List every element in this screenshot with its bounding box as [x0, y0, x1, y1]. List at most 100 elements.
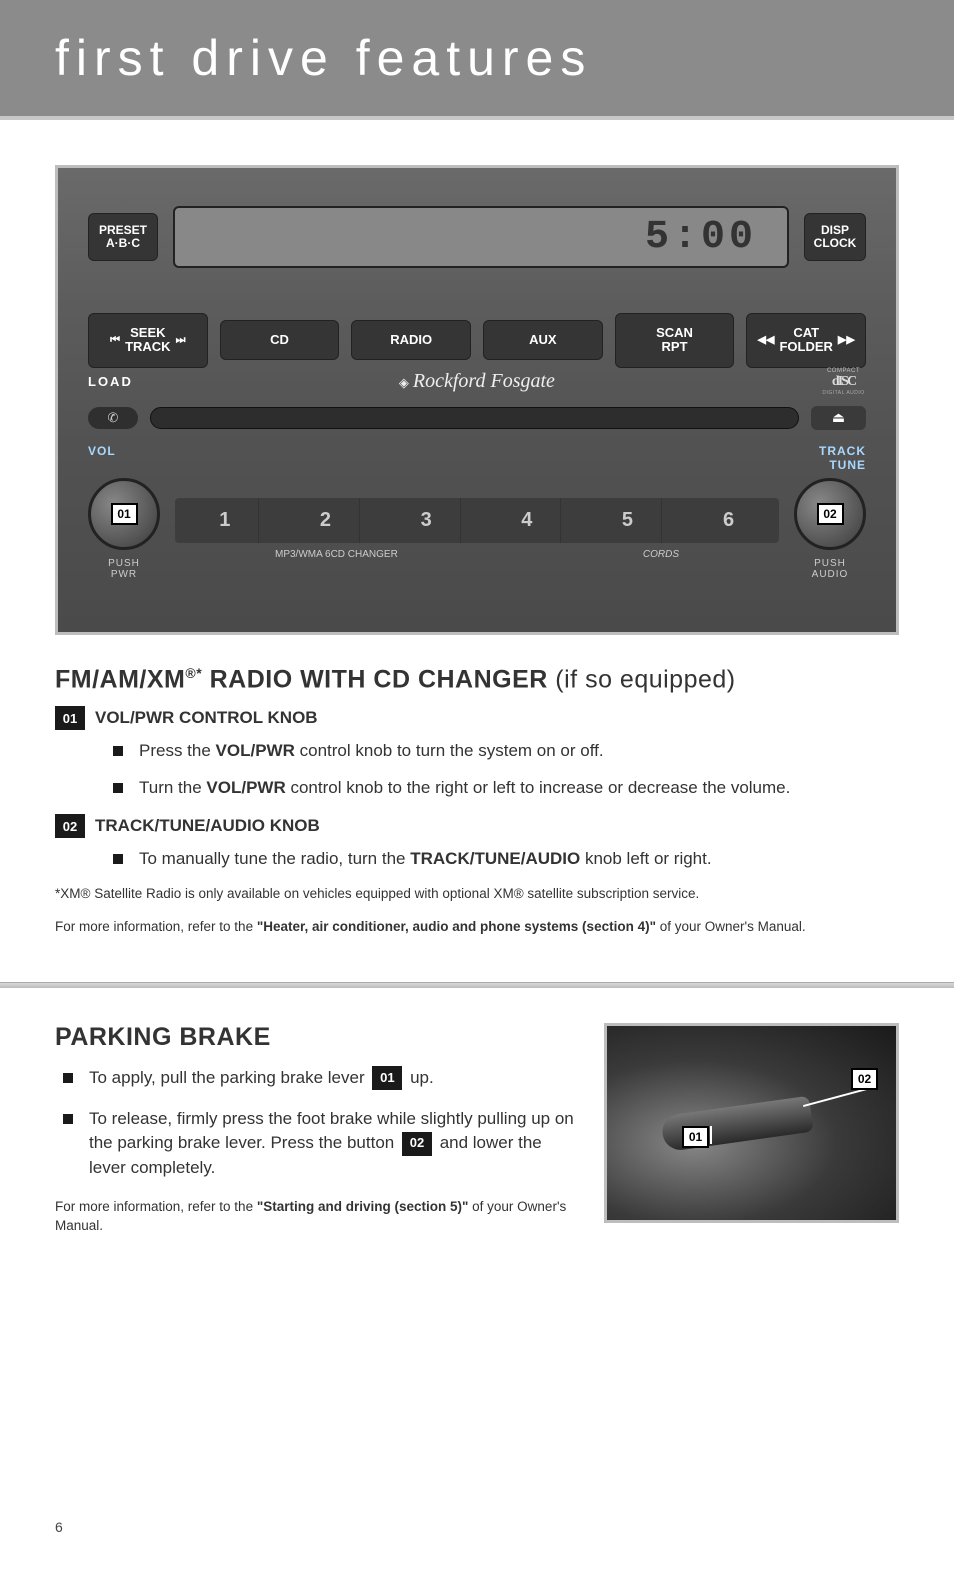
s2infobold: "Starting and driving (section 5)" [257, 1199, 469, 1214]
track-tune-list: To manually tune the radio, turn the TRA… [113, 848, 899, 871]
preset-area: 1 2 3 4 5 6 MP3/WMA 6CD CHANGER CORDS [160, 498, 794, 560]
seek-label: SEEK TRACK [125, 326, 171, 355]
scan-rpt-button: SCAN RPT [615, 313, 735, 368]
preset-row: 1 2 3 4 5 6 [175, 498, 779, 543]
preset-2: 2 [292, 498, 360, 543]
content-area: PRESET A·B·C 5:00 DISP CLOCK ⏮ SEEK TRAC… [0, 120, 954, 937]
track-knob-group: 02 PUSH AUDIO [794, 478, 866, 580]
cd-slot-row: ✆ ⏏ [88, 406, 866, 430]
cd-slot [150, 407, 799, 429]
inline-callout-01: 01 [372, 1066, 402, 1090]
parking-brake-title: PARKING BRAKE [55, 1023, 579, 1052]
b1bold: VOL/PWR [216, 741, 295, 760]
pb-apply: To apply, pull the parking brake lever 0… [55, 1066, 579, 1091]
preset-6: 6 [695, 498, 763, 543]
callout-02: 02 [55, 814, 85, 838]
section2: PARKING BRAKE To apply, pull the parking… [0, 988, 954, 1236]
radio-mid-row: ⏮ SEEK TRACK ⏭ CD RADIO AUX SCAN RPT ◀◀ … [88, 313, 866, 368]
track-tune-knob: 02 [794, 478, 866, 550]
s1infobold: "Heater, air conditioner, audio and phon… [257, 919, 656, 934]
s2infoa: For more information, refer to the [55, 1199, 257, 1214]
preset-4: 4 [493, 498, 561, 543]
b1b: control knob to turn the system on or of… [295, 741, 604, 760]
page-title: first drive features [55, 29, 592, 87]
callout-02-overlay: 02 [817, 503, 844, 525]
push-pwr-label: PUSH PWR [108, 558, 140, 580]
b3a: To manually tune the radio, turn the [139, 849, 410, 868]
inline-callout-02: 02 [402, 1132, 432, 1156]
mp3-caption: MP3/WMA 6CD CHANGER [275, 549, 398, 560]
brand-text: Rockford Fosgate [413, 370, 555, 392]
section2-info: For more information, refer to the "Star… [55, 1198, 579, 1236]
disc-digital-text: DIGITAL AUDIO [822, 390, 864, 396]
forward-icon: ▶▶ [838, 334, 855, 346]
s1infob: of your Owner's Manual. [656, 919, 806, 934]
pb1b: up. [405, 1068, 433, 1087]
cd-button: CD [220, 320, 340, 360]
callout-01-overlay: 01 [111, 503, 138, 525]
sub2-text: TRACK/TUNE/AUDIO KNOB [95, 816, 320, 836]
pb-callout-01: 01 [682, 1126, 709, 1148]
vol-knob-group: 01 PUSH PWR [88, 478, 160, 580]
disc-logo: COMPACT dISC DIGITAL AUDIO [821, 368, 866, 396]
eject-icon: ⏏ [832, 409, 845, 426]
bullet-turn-volpwr: Turn the VOL/PWR control knob to the rig… [113, 777, 899, 800]
pb-leader-1 [710, 1126, 712, 1144]
preset-3: 3 [393, 498, 461, 543]
page-number: 6 [55, 1519, 63, 1535]
title-light: (if so equipped) [555, 665, 735, 693]
pb1a: To apply, pull the parking brake lever [89, 1068, 369, 1087]
section1-info: For more information, refer to the "Heat… [55, 918, 899, 937]
parking-brake-list: To apply, pull the parking brake lever 0… [55, 1066, 579, 1181]
diamond-icon: ◈ [399, 375, 409, 390]
parking-brake-figure: 01 02 [604, 1023, 899, 1223]
phone-icon: ✆ [88, 407, 138, 429]
bottom-captions: MP3/WMA 6CD CHANGER CORDS [175, 549, 779, 560]
sub-track-tune: 02 TRACK/TUNE/AUDIO KNOB [55, 814, 899, 838]
cat-label: CAT FOLDER [779, 326, 832, 355]
eject-button: ⏏ [811, 406, 866, 430]
title-part-b: RADIO WITH CD CHANGER [202, 665, 555, 693]
s1infoa: For more information, refer to the [55, 919, 257, 934]
bullet-manual-tune: To manually tune the radio, turn the TRA… [113, 848, 899, 871]
bullet-press-volpwr: Press the VOL/PWR control knob to turn t… [113, 740, 899, 763]
sub-vol-pwr: 01 VOL/PWR CONTROL KNOB [55, 706, 899, 730]
title-part-a: FM/AM/XM [55, 665, 185, 693]
knob-row: 01 PUSH PWR 1 2 3 4 5 6 MP3/WMA 6CD CHAN… [88, 478, 866, 580]
preset-5: 5 [594, 498, 662, 543]
radio-figure: PRESET A·B·C 5:00 DISP CLOCK ⏮ SEEK TRAC… [55, 165, 899, 635]
disp-clock-button: DISP CLOCK [804, 213, 866, 261]
cords-caption: CORDS [643, 549, 679, 560]
brand-load-row: LOAD ◈ Rockford Fosgate COMPACT dISC DIGI… [88, 368, 866, 396]
sub1-text: VOL/PWR CONTROL KNOB [95, 708, 318, 728]
header-band: first drive features [0, 0, 954, 120]
vol-pwr-list: Press the VOL/PWR control knob to turn t… [113, 740, 899, 800]
track-tune-label: TRACK TUNE [819, 444, 866, 472]
preset-1: 1 [191, 498, 259, 543]
parking-brake-text: PARKING BRAKE To apply, pull the parking… [55, 1023, 579, 1236]
radio-top-row: PRESET A·B·C 5:00 DISP CLOCK [88, 206, 866, 268]
pb-release: To release, firmly press the foot brake … [55, 1107, 579, 1181]
title-reg: ®* [185, 665, 202, 681]
vol-pwr-knob: 01 [88, 478, 160, 550]
b1a: Press the [139, 741, 216, 760]
brand-logo: ◈ Rockford Fosgate [133, 370, 821, 393]
radio-lcd-display: 5:00 [173, 206, 789, 268]
seek-track-button: ⏮ SEEK TRACK ⏭ [88, 313, 208, 368]
vol-label: VOL [88, 444, 116, 458]
preset-button: PRESET A·B·C [88, 213, 158, 261]
next-icon: ⏭ [176, 334, 186, 346]
callout-01: 01 [55, 706, 85, 730]
b3b: knob left or right. [580, 849, 711, 868]
b2bold: VOL/PWR [206, 778, 285, 797]
radio-button: RADIO [351, 320, 471, 360]
b2b: control knob to the right or left to inc… [286, 778, 791, 797]
b3bold: TRACK/TUNE/AUDIO [410, 849, 580, 868]
xm-footnote: *XM® Satellite Radio is only available o… [55, 885, 899, 904]
disc-text: dISC [832, 374, 855, 390]
load-label: LOAD [88, 374, 133, 389]
vol-track-labels: VOL TRACK TUNE [88, 444, 866, 472]
cat-folder-button: ◀◀ CAT FOLDER ▶▶ [746, 313, 866, 368]
b2a: Turn the [139, 778, 206, 797]
section1-title: FM/AM/XM®* RADIO WITH CD CHANGER (if so … [55, 665, 899, 694]
